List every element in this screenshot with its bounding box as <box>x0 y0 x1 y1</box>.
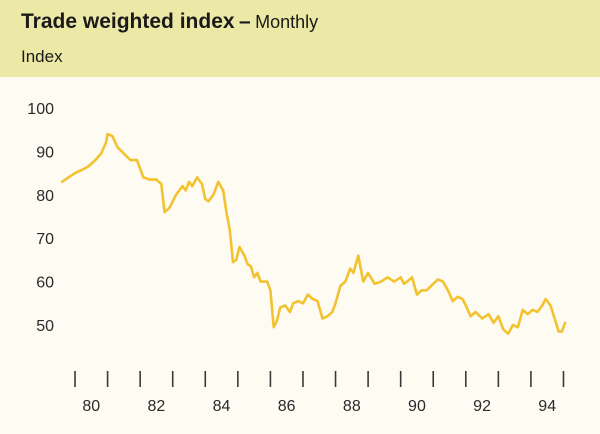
x-tick-label: 82 <box>148 398 166 415</box>
y-tick-label: 70 <box>36 231 54 248</box>
chart-plot-area: 50 60 70 80 90 100 80 82 84 86 88 90 92 94 <box>27 101 567 415</box>
x-tick-label: 86 <box>278 398 296 415</box>
y-tick-label: 100 <box>27 101 54 118</box>
y-tick-label: 80 <box>36 188 54 205</box>
series-group <box>60 132 567 336</box>
x-axis: 80 82 84 86 88 90 92 94 <box>74 371 565 415</box>
x-tick-label: 84 <box>213 398 231 415</box>
series-line <box>60 132 567 336</box>
chart-title: Trade weighted index <box>21 10 235 33</box>
x-tick-label: 94 <box>538 398 556 415</box>
x-tick-label: 92 <box>473 398 491 415</box>
y-tick-label: 60 <box>36 275 54 292</box>
x-tick-label: 88 <box>343 398 361 415</box>
y-axis-unit-label: Index <box>21 47 63 66</box>
chart-subtitle: Monthly <box>255 12 319 32</box>
title-separator: – <box>239 10 251 33</box>
title-row: Trade weighted index – Monthly <box>21 10 318 34</box>
y-tick-label: 90 <box>36 144 54 161</box>
chart-header: Trade weighted index – Monthly Index <box>0 0 600 77</box>
x-tick-label: 90 <box>408 398 426 415</box>
y-axis-tick-labels: 50 60 70 80 90 100 <box>27 101 54 335</box>
y-tick-label: 50 <box>36 318 54 335</box>
x-tick-label: 80 <box>82 398 100 415</box>
